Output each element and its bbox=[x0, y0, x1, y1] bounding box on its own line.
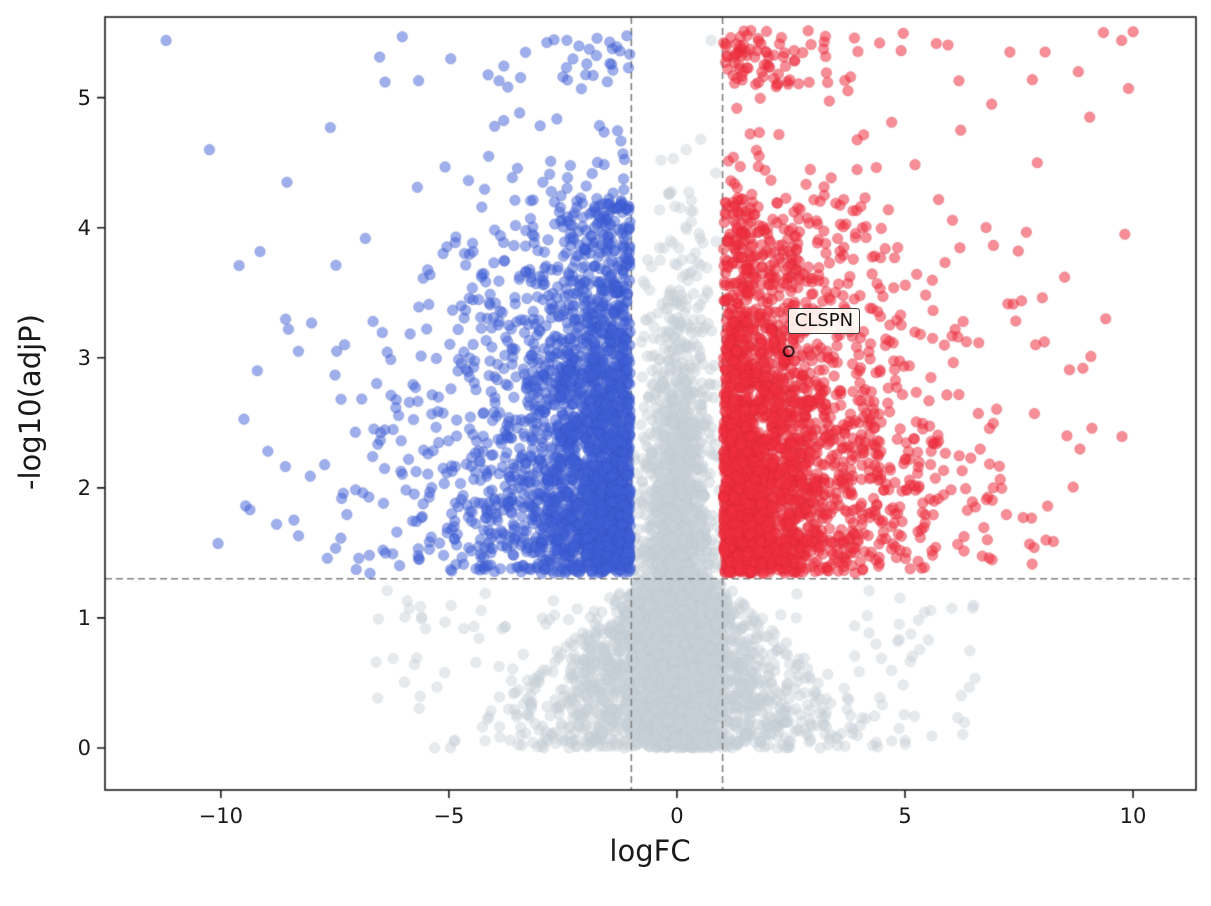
x-tick-label: 10 bbox=[1119, 804, 1147, 828]
x-tick-label: 0 bbox=[670, 804, 684, 828]
y-tick-label: 1 bbox=[77, 605, 91, 630]
y-tick-label: 3 bbox=[77, 345, 91, 370]
y-tick-label: 5 bbox=[77, 85, 91, 110]
x-tick-label: −10 bbox=[198, 804, 244, 828]
y-tick-label: 4 bbox=[77, 215, 91, 240]
gene-annotation-label: CLSPN bbox=[787, 308, 861, 335]
x-tick-label: 5 bbox=[898, 804, 912, 828]
x-axis-label: logFC bbox=[609, 834, 691, 868]
y-tick-label: 2 bbox=[77, 475, 91, 500]
y-tick-label: 0 bbox=[77, 735, 91, 760]
x-tick-label: −5 bbox=[433, 804, 465, 828]
y-axis-label: -log10(adjP) bbox=[13, 314, 47, 490]
